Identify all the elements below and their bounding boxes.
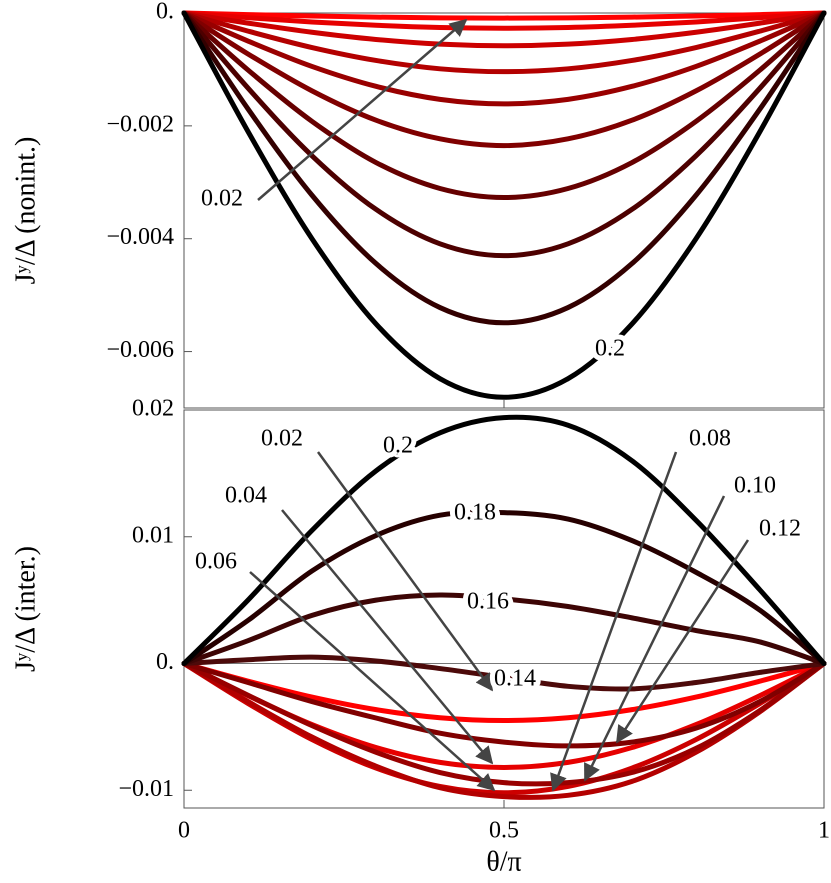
label-arrow <box>615 539 750 744</box>
y-axis-label: Jʸ/Δ (nonint.) <box>10 137 41 285</box>
x-tick-label: 0.5 <box>489 818 519 844</box>
curve <box>181 10 827 201</box>
label-arrow <box>316 451 494 692</box>
label-arrow <box>550 451 678 792</box>
y-tick-label: −0.006 <box>106 337 174 363</box>
curve <box>181 661 827 749</box>
curve <box>181 10 827 149</box>
series-label: 0.14 <box>494 666 536 692</box>
series-label: 0.02 <box>201 186 243 212</box>
curve <box>181 661 827 724</box>
y-tick-label: −0.004 <box>106 224 174 250</box>
y-tick-label: −0.002 <box>106 111 174 137</box>
curve <box>181 661 827 800</box>
y-tick-label: −0.01 <box>118 776 174 802</box>
y-tick-label: 0.02 <box>132 396 174 422</box>
curve <box>181 10 827 49</box>
label-arrow <box>281 509 494 765</box>
series-label: 0.2 <box>383 433 413 459</box>
series-label: 0.02 <box>261 426 303 452</box>
curve <box>181 10 827 31</box>
y-axis-label: Jʸ/Δ (inter.) <box>10 546 41 672</box>
y-tick-label: 0. <box>156 649 174 675</box>
curve <box>181 654 827 692</box>
curve <box>181 10 827 21</box>
series-label: 0.2 <box>595 336 625 362</box>
series-label: 0.12 <box>759 516 801 542</box>
series-label: 0.06 <box>195 549 237 575</box>
series-label: 0.18 <box>454 500 496 526</box>
curve <box>181 10 827 75</box>
curve <box>181 661 827 787</box>
curve <box>181 414 827 667</box>
y-tick-label: 0. <box>156 0 174 25</box>
series-label: 0.04 <box>225 483 267 509</box>
label-arrow <box>583 495 726 782</box>
curve <box>181 592 827 667</box>
series-label: 0.08 <box>689 426 731 452</box>
curve <box>181 10 827 326</box>
label-arrow <box>249 571 496 792</box>
curve <box>181 10 827 259</box>
curve <box>181 10 827 400</box>
series-label: 0.16 <box>467 589 509 615</box>
x-axis-label: θ/π <box>486 846 521 877</box>
x-tick-label: 0 <box>178 818 190 844</box>
x-tick-label: 1 <box>818 818 830 844</box>
series-label: 0.10 <box>734 473 776 499</box>
y-tick-label: 0.01 <box>132 522 174 548</box>
curve <box>181 10 827 107</box>
label-arrow <box>257 18 468 201</box>
